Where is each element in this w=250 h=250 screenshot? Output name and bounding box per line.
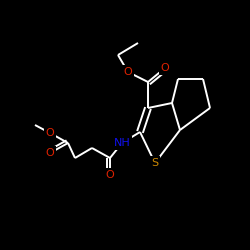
Text: O: O (106, 170, 114, 180)
Text: NH: NH (114, 138, 130, 148)
Text: S: S (152, 158, 158, 168)
Text: O: O (46, 128, 54, 138)
Text: O: O (124, 67, 132, 77)
Text: O: O (46, 148, 54, 158)
Text: O: O (160, 63, 170, 73)
